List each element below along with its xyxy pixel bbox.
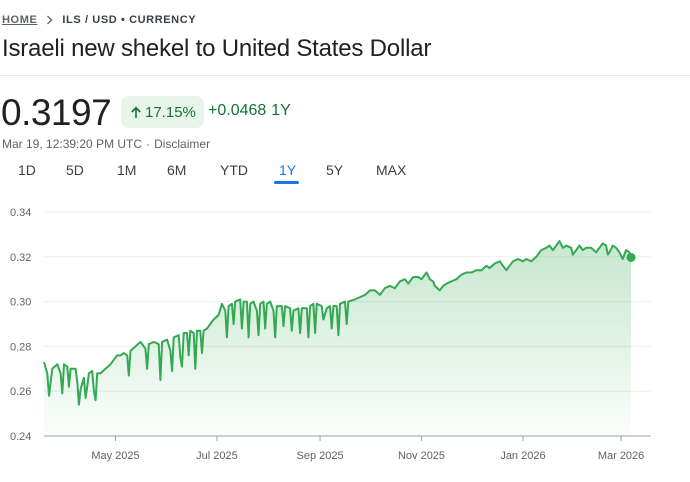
y-axis-tick-labels: 0.24 0.26 0.28 0.30 0.32 0.34 bbox=[10, 207, 31, 443]
x-tick-label: Nov 2025 bbox=[398, 450, 445, 462]
range-tab-1y[interactable]: 1Y bbox=[279, 162, 297, 178]
y-tick-label: 0.28 bbox=[10, 341, 31, 353]
breadcrumb: HOME ILS / USD • CURRENCY bbox=[2, 14, 196, 26]
price-area-fill bbox=[44, 241, 631, 436]
quote-timestamp: Mar 19, 12:39:20 PM UTC bbox=[2, 137, 143, 151]
header-divider bbox=[0, 75, 690, 76]
disclaimer-link[interactable]: Disclaimer bbox=[154, 137, 211, 151]
x-axis-tick-labels: May 2025 Jul 2025 Sep 2025 Nov 2025 Jan 2026… bbox=[91, 436, 644, 462]
x-tick-label: Sep 2025 bbox=[297, 450, 344, 462]
x-tick-label: Mar 2026 bbox=[598, 450, 644, 462]
absolute-change: +0.0468 1Y bbox=[208, 102, 291, 120]
percent-change-badge: 17.15% bbox=[121, 96, 204, 128]
breadcrumb-home-link[interactable]: HOME bbox=[2, 14, 38, 26]
page-title: Israeli new shekel to United States Doll… bbox=[2, 35, 432, 62]
price-line bbox=[43, 240, 632, 406]
arrow-up-icon bbox=[131, 106, 141, 118]
range-tab-6m[interactable]: 6M bbox=[167, 162, 187, 178]
y-tick-label: 0.34 bbox=[10, 207, 31, 219]
breadcrumb-current: ILS / USD • CURRENCY bbox=[62, 14, 197, 26]
change-period: 1Y bbox=[271, 102, 291, 119]
percent-change-value: 17.15% bbox=[145, 103, 196, 121]
active-range-indicator bbox=[274, 181, 299, 184]
meta-separator: · bbox=[146, 137, 151, 151]
range-tab-1m[interactable]: 1M bbox=[117, 162, 137, 178]
range-tab-5d[interactable]: 5D bbox=[66, 162, 84, 178]
absolute-change-value: +0.0468 bbox=[208, 102, 267, 119]
y-tick-label: 0.24 bbox=[10, 431, 31, 443]
y-tick-label: 0.30 bbox=[10, 297, 31, 309]
x-tick-label: May 2025 bbox=[91, 450, 139, 462]
current-price: 0.3197 bbox=[1, 92, 112, 133]
y-tick-label: 0.32 bbox=[10, 252, 31, 264]
current-price-marker[interactable] bbox=[626, 252, 636, 262]
x-tick-label: Jul 2025 bbox=[196, 450, 238, 462]
range-tab-ytd[interactable]: YTD bbox=[220, 162, 248, 178]
quote-meta: Mar 19, 12:39:20 PM UTC · Disclaimer bbox=[2, 137, 210, 151]
y-tick-label: 0.26 bbox=[10, 386, 31, 398]
price-chart[interactable]: 0.24 0.26 0.28 0.30 0.32 0.34 May 2025 Jul 202… bbox=[0, 196, 690, 476]
range-tab-1d[interactable]: 1D bbox=[18, 162, 36, 178]
x-tick-label: Jan 2026 bbox=[500, 450, 545, 462]
range-tab-max[interactable]: MAX bbox=[376, 162, 407, 178]
chevron-right-icon bbox=[46, 15, 54, 25]
range-tab-5y[interactable]: 5Y bbox=[326, 162, 344, 178]
